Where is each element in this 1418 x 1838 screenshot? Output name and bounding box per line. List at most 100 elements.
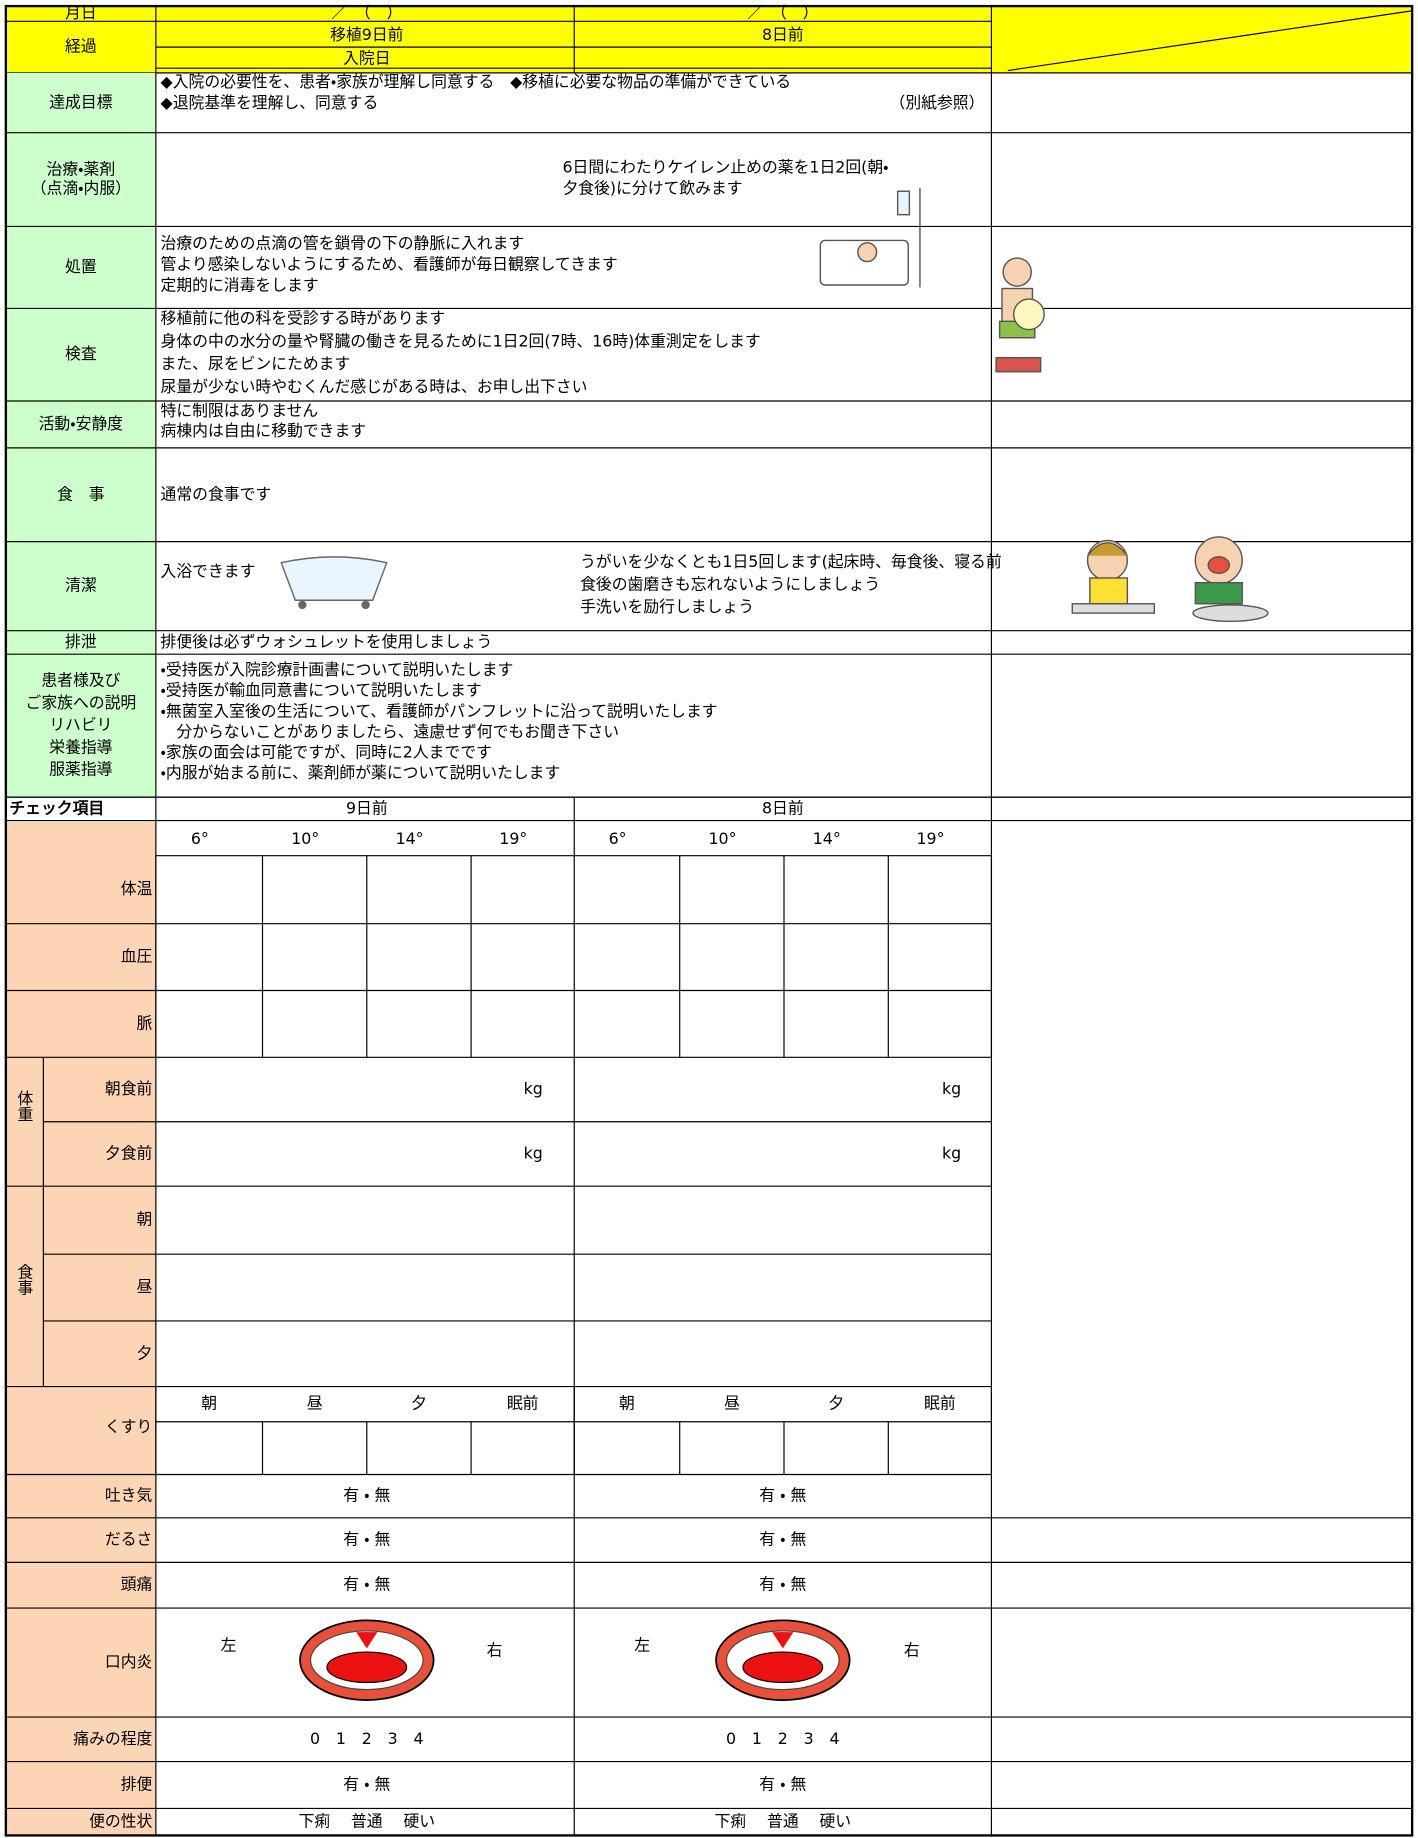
row-label: 患者様及び <box>41 671 120 690</box>
child-shirt <box>1089 577 1129 605</box>
iv-bed-illustration <box>819 187 921 288</box>
row-label: 活動・安静度 <box>39 414 124 433</box>
header-date: ／ （ ） <box>747 3 818 22</box>
row-text: うがいを少なくとも1日5回します(起床時、毎食後、寝る前 <box>580 552 1002 571</box>
medicine-slot: 夕 <box>411 1394 427 1413</box>
open-mouth <box>1207 556 1231 574</box>
check-option: 有 ・ 無 <box>759 1486 806 1505</box>
mouth-illustration <box>299 1619 435 1701</box>
row-label: 栄養指導 <box>49 737 112 756</box>
time-label: 6° <box>191 829 209 848</box>
check-label: 排便 <box>121 1775 153 1794</box>
bed <box>819 239 909 286</box>
vital-label: 血圧 <box>121 947 153 966</box>
row-label: 検査 <box>65 344 97 363</box>
side-label: 右 <box>487 1640 503 1659</box>
row-label: 服薬指導 <box>49 760 112 779</box>
row-text: また、尿をビンにためます <box>161 354 351 373</box>
time-label: 6° <box>609 829 627 848</box>
header-course: 移植9日前 <box>330 25 403 44</box>
header-course: 8日前 <box>762 25 804 44</box>
check-option: 0 1 2 3 4 <box>310 1729 424 1748</box>
check-option: 0 1 2 3 4 <box>726 1729 840 1748</box>
check-option: 下痢 普通 硬い <box>715 1811 852 1830</box>
row-text: 移植前に他の科を受診する時があります <box>161 308 446 327</box>
check-option: 有 ・ 無 <box>759 1775 806 1794</box>
header-bg <box>5 6 992 73</box>
row-text: 定期的に消毒をします <box>161 276 319 295</box>
bathtub-illustration <box>280 556 388 610</box>
row-text: 通常の食事です <box>161 484 272 503</box>
header-label: 経過 <box>65 37 97 56</box>
row-text: ・家族の面会は可能ですが、同時に2人までです <box>161 743 492 762</box>
row-text: 尿量が少ない時やむくんだ感じがある時は、お申し出下さい <box>161 377 588 396</box>
row-text: 入浴できます <box>161 562 256 581</box>
check-label: 便の性状 <box>89 1811 152 1830</box>
label-bg <box>7 821 156 1836</box>
time-label: 19° <box>499 829 527 848</box>
weight-label: 夕食前 <box>105 1143 152 1162</box>
vital-label: 体温 <box>121 879 153 898</box>
weight-unit: kg <box>524 1143 543 1162</box>
row-text: 6日間にわたりケイレン止めの薬を1日2回(朝・ <box>563 157 889 176</box>
side-label: 左 <box>634 1636 650 1655</box>
frame <box>4 4 1414 1837</box>
meal-label: 朝 <box>137 1210 153 1229</box>
medicine-slot: 朝 <box>201 1394 217 1413</box>
group-label: 体重 <box>15 1090 34 1122</box>
row-text: 治療のための点滴の管を鎖骨の下の静脈に入れます <box>161 233 525 252</box>
time-label: 14° <box>813 829 841 848</box>
check-option: 下痢 普通 硬い <box>299 1811 436 1830</box>
medicine-slot: 夕 <box>828 1394 844 1413</box>
foot <box>361 600 370 610</box>
check-day: 8日前 <box>762 798 804 817</box>
weight-unit: kg <box>942 1143 961 1162</box>
row-text: 手洗いを励行しましょう <box>580 597 754 616</box>
side-label: 右 <box>904 1640 920 1659</box>
group-label: 食事 <box>15 1263 34 1295</box>
medicine-slot: 眠前 <box>507 1394 539 1413</box>
head <box>1002 257 1032 287</box>
sink2 <box>1192 604 1269 623</box>
tongue <box>742 1651 824 1684</box>
check-day: 9日前 <box>346 798 388 817</box>
row-text: 病棟内は自由に移動できます <box>161 421 367 440</box>
medicine-slot: 昼 <box>724 1394 740 1413</box>
check-option: 有 ・ 無 <box>343 1486 390 1505</box>
time-label: 10° <box>291 829 319 848</box>
row-text: ◆退院基準を理解し、同意する <box>161 93 379 112</box>
row-text: ・内服が始まる前に、薬剤師が薬について説明いたします <box>161 763 561 782</box>
scale-illustration <box>995 257 1045 373</box>
check-label: 吐き気 <box>105 1486 153 1505</box>
tub <box>280 556 388 601</box>
row-note: （別紙参照） <box>890 93 985 112</box>
check-option: 有 ・ 無 <box>343 1775 390 1794</box>
uvula <box>772 1632 794 1649</box>
row-label: リハビリ <box>49 715 112 734</box>
scale-dial <box>1012 298 1045 331</box>
row-text: ・無菌室入室後の生活について、看護師がパンフレットに沿って説明いたします <box>161 701 718 720</box>
time-label: 10° <box>708 829 736 848</box>
row-text: 食後の歯磨きも忘れないようにしましょう <box>580 575 880 594</box>
row-text: 夕食後)に分けて飲みます <box>563 178 743 197</box>
header-date: ／ （ ） <box>331 3 402 22</box>
row-text: 分からないことがありましたら、遠慮せず何でもお聞き下さい <box>161 722 620 741</box>
medicine-slot: 朝 <box>619 1394 635 1413</box>
meal-label: 昼 <box>137 1277 153 1296</box>
header-bg <box>991 6 1413 73</box>
row-label: 処置 <box>65 257 97 276</box>
row-text: 排便後は必ずウォシュレットを使用しましょう <box>161 632 493 651</box>
iv-bag <box>896 190 911 216</box>
check-label: 頭痛 <box>121 1575 153 1594</box>
medicine-slot: 昼 <box>307 1394 323 1413</box>
header-course: 入院日 <box>343 48 390 67</box>
child2-shirt <box>1194 581 1243 605</box>
check-label: だるさ <box>105 1530 152 1549</box>
weight-unit: kg <box>942 1079 961 1098</box>
header-label: 月日 <box>65 3 97 22</box>
row-label: 食 事 <box>57 484 105 503</box>
row-label: ご家族への説明 <box>26 693 137 712</box>
row-text: 特に制限はありません <box>161 401 319 420</box>
